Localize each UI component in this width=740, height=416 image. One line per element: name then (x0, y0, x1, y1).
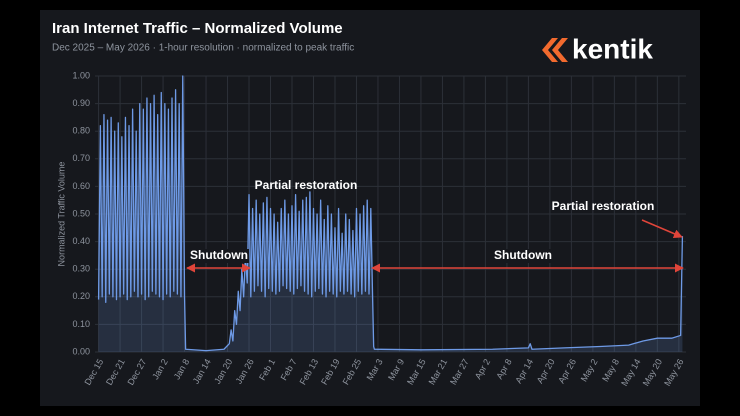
annotation: Partial restoration (552, 199, 655, 213)
y-tick-label: 0.80 (72, 126, 90, 136)
y-tick-label: 0.00 (72, 346, 90, 356)
logo-icon (542, 38, 568, 62)
annotation: Shutdown (190, 248, 248, 262)
y-tick-label: 1.00 (72, 70, 90, 80)
annotation: Partial restoration (255, 178, 358, 192)
arrow (641, 219, 683, 238)
y-tick-label: 0.90 (72, 98, 90, 108)
y-tick-label: 0.50 (72, 208, 90, 218)
y-tick-label: 0.10 (72, 319, 90, 329)
y-tick-label: 0.70 (72, 153, 90, 163)
chart-subtitle: Dec 2025 – May 2026 · 1-hour resolution … (52, 43, 354, 54)
chart-title: Iran Internet Traffic – Normalized Volum… (52, 20, 343, 37)
annotation: Shutdown (494, 248, 552, 262)
y-axis-label: Normalized Traffic Volume (56, 162, 66, 267)
annotations: Shutdown Partial restoration Shutdown Pa… (186, 178, 684, 273)
brand-name: kentik (572, 33, 653, 64)
label-bg (490, 249, 556, 263)
plot (97, 75, 684, 352)
y-tick-label: 0.30 (72, 264, 90, 274)
label-bg (189, 249, 249, 263)
line (97, 75, 684, 352)
y-tick-label: 0.40 (72, 236, 90, 246)
y-tick-label: 0.20 (72, 291, 90, 301)
y-tick-label: 0.60 (72, 181, 90, 191)
